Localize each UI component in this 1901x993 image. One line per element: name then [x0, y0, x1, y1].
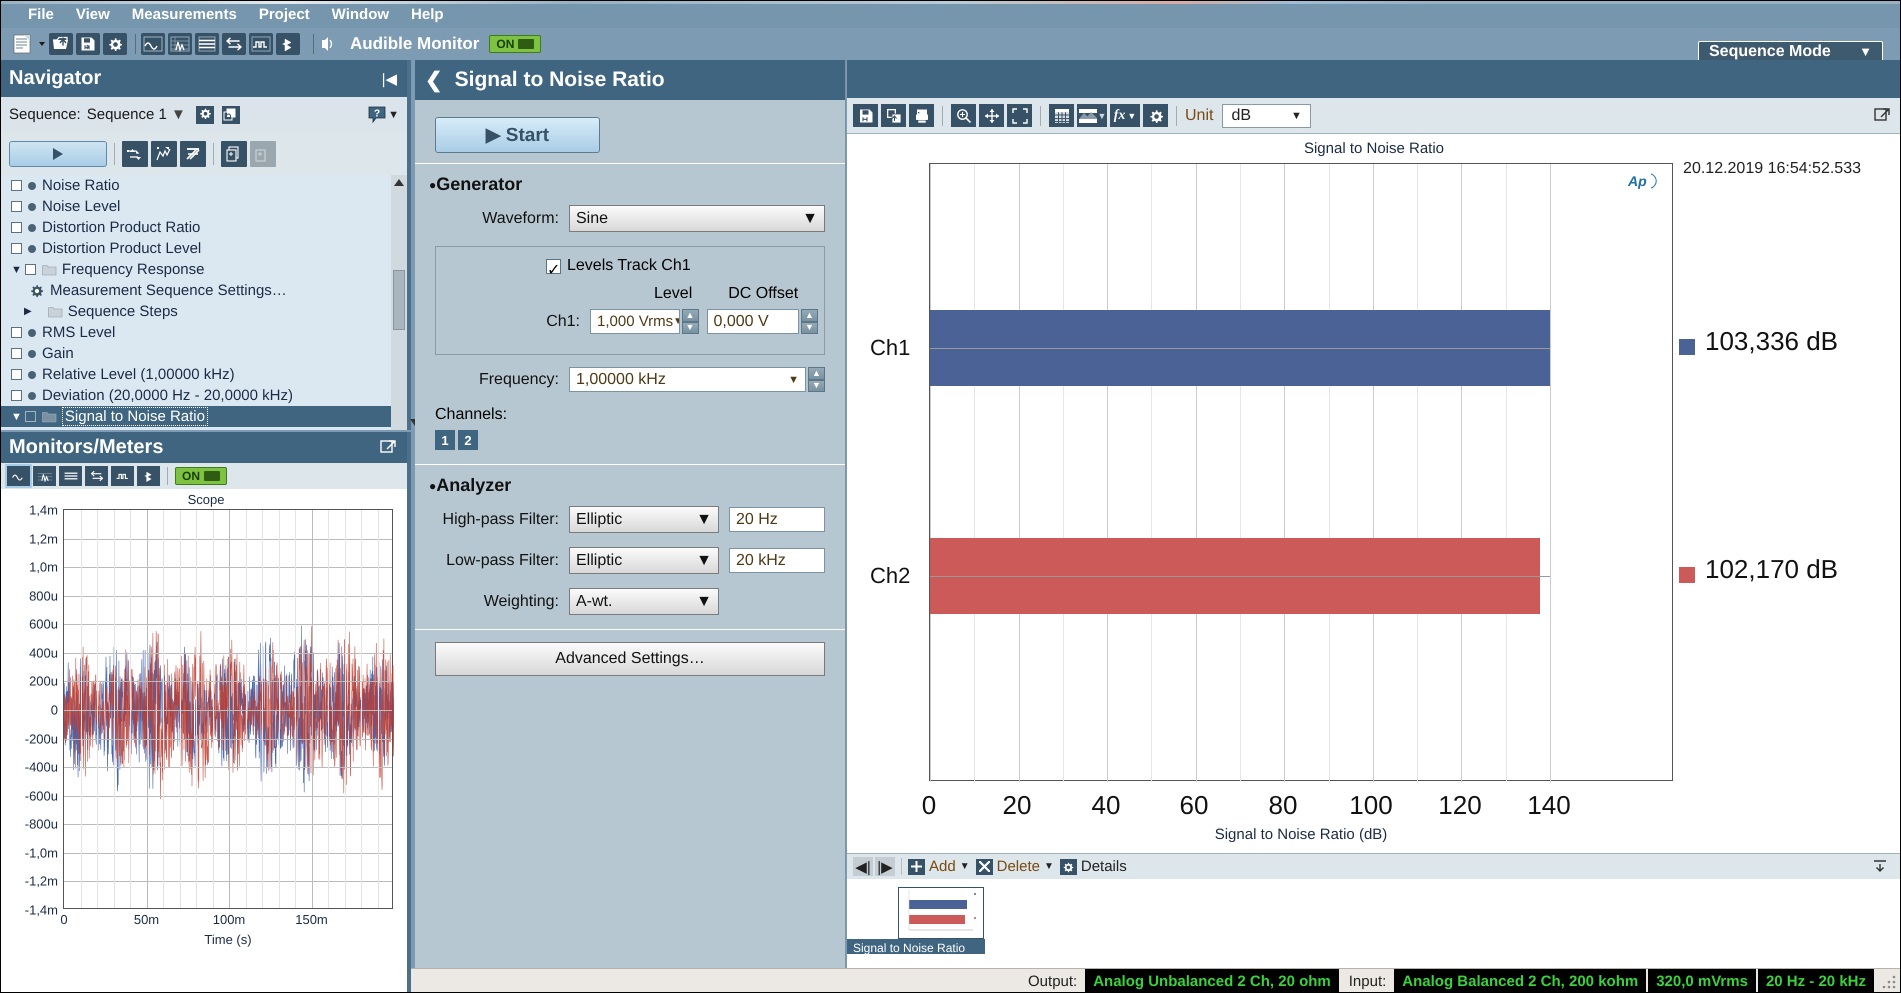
svg-text:Ap: Ap — [1628, 173, 1647, 189]
svg-text:?: ? — [374, 108, 380, 119]
